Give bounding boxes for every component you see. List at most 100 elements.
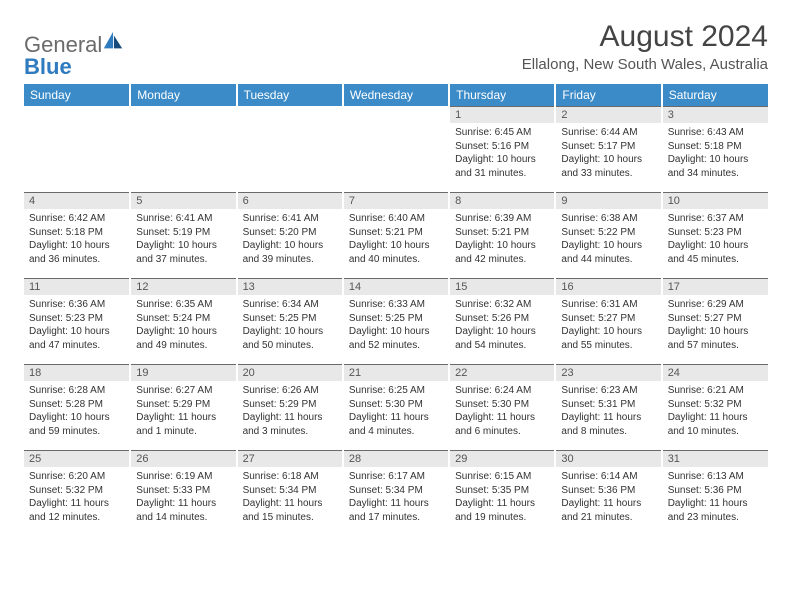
daylight-text: Daylight: 10 hours and 45 minutes. (668, 239, 763, 266)
sunset-text: Sunset: 5:36 PM (561, 484, 655, 498)
col-thursday: Thursday (449, 84, 555, 106)
calendar-cell: 14Sunrise: 6:33 AMSunset: 5:25 PMDayligh… (343, 278, 449, 364)
daylight-text: Daylight: 11 hours and 3 minutes. (243, 411, 337, 438)
day-info: Sunrise: 6:45 AMSunset: 5:16 PMDaylight:… (450, 123, 554, 183)
day-number: 24 (663, 364, 768, 381)
day-info: Sunrise: 6:37 AMSunset: 5:23 PMDaylight:… (663, 209, 768, 269)
sunset-text: Sunset: 5:26 PM (455, 312, 549, 326)
day-info: Sunrise: 6:26 AMSunset: 5:29 PMDaylight:… (238, 381, 342, 441)
day-info: Sunrise: 6:21 AMSunset: 5:32 PMDaylight:… (663, 381, 768, 441)
sunrise-text: Sunrise: 6:28 AM (29, 384, 124, 398)
daylight-text: Daylight: 10 hours and 57 minutes. (668, 325, 763, 352)
calendar-cell: 18Sunrise: 6:28 AMSunset: 5:28 PMDayligh… (24, 364, 130, 450)
day-info: Sunrise: 6:39 AMSunset: 5:21 PMDaylight:… (450, 209, 554, 269)
calendar-cell: 4Sunrise: 6:42 AMSunset: 5:18 PMDaylight… (24, 192, 130, 278)
daylight-text: Daylight: 11 hours and 17 minutes. (349, 497, 443, 524)
sunset-text: Sunset: 5:32 PM (668, 398, 763, 412)
calendar-week: 25Sunrise: 6:20 AMSunset: 5:32 PMDayligh… (24, 450, 768, 536)
calendar-table: Sunday Monday Tuesday Wednesday Thursday… (24, 84, 768, 536)
day-info: Sunrise: 6:28 AMSunset: 5:28 PMDaylight:… (24, 381, 129, 441)
calendar-cell (343, 106, 449, 192)
day-number: 14 (344, 278, 448, 295)
daylight-text: Daylight: 10 hours and 55 minutes. (561, 325, 655, 352)
calendar-cell: 19Sunrise: 6:27 AMSunset: 5:29 PMDayligh… (130, 364, 236, 450)
calendar-cell: 3Sunrise: 6:43 AMSunset: 5:18 PMDaylight… (662, 106, 768, 192)
sunrise-text: Sunrise: 6:42 AM (29, 212, 124, 226)
calendar-cell: 29Sunrise: 6:15 AMSunset: 5:35 PMDayligh… (449, 450, 555, 536)
sunrise-text: Sunrise: 6:18 AM (243, 470, 337, 484)
sunrise-text: Sunrise: 6:31 AM (561, 298, 655, 312)
day-number: 2 (556, 106, 660, 123)
col-saturday: Saturday (662, 84, 768, 106)
daylight-text: Daylight: 10 hours and 33 minutes. (561, 153, 655, 180)
day-info: Sunrise: 6:32 AMSunset: 5:26 PMDaylight:… (450, 295, 554, 355)
calendar-page: General Blue August 2024 Ellalong, New S… (0, 0, 792, 548)
sunrise-text: Sunrise: 6:40 AM (349, 212, 443, 226)
logo-word2: Blue (24, 54, 72, 79)
sunset-text: Sunset: 5:18 PM (668, 140, 763, 154)
sunrise-text: Sunrise: 6:39 AM (455, 212, 549, 226)
day-number: 20 (238, 364, 342, 381)
sunrise-text: Sunrise: 6:15 AM (455, 470, 549, 484)
day-number: 15 (450, 278, 554, 295)
day-number: 30 (556, 450, 660, 467)
day-number: 10 (663, 192, 768, 209)
calendar-cell: 22Sunrise: 6:24 AMSunset: 5:30 PMDayligh… (449, 364, 555, 450)
calendar-cell: 25Sunrise: 6:20 AMSunset: 5:32 PMDayligh… (24, 450, 130, 536)
daylight-text: Daylight: 10 hours and 54 minutes. (455, 325, 549, 352)
sunrise-text: Sunrise: 6:24 AM (455, 384, 549, 398)
day-number: 18 (24, 364, 129, 381)
sunset-text: Sunset: 5:25 PM (349, 312, 443, 326)
day-number: 6 (238, 192, 342, 209)
sunrise-text: Sunrise: 6:41 AM (136, 212, 230, 226)
calendar-cell: 1Sunrise: 6:45 AMSunset: 5:16 PMDaylight… (449, 106, 555, 192)
calendar-cell: 12Sunrise: 6:35 AMSunset: 5:24 PMDayligh… (130, 278, 236, 364)
day-number: 9 (556, 192, 660, 209)
day-info: Sunrise: 6:41 AMSunset: 5:20 PMDaylight:… (238, 209, 342, 269)
sunset-text: Sunset: 5:30 PM (455, 398, 549, 412)
col-friday: Friday (555, 84, 661, 106)
daylight-text: Daylight: 11 hours and 10 minutes. (668, 411, 763, 438)
daylight-text: Daylight: 11 hours and 19 minutes. (455, 497, 549, 524)
sunset-text: Sunset: 5:19 PM (136, 226, 230, 240)
daylight-text: Daylight: 11 hours and 12 minutes. (29, 497, 124, 524)
day-info: Sunrise: 6:38 AMSunset: 5:22 PMDaylight:… (556, 209, 660, 269)
col-wednesday: Wednesday (343, 84, 449, 106)
day-info: Sunrise: 6:19 AMSunset: 5:33 PMDaylight:… (131, 467, 235, 527)
calendar-cell: 15Sunrise: 6:32 AMSunset: 5:26 PMDayligh… (449, 278, 555, 364)
day-info: Sunrise: 6:18 AMSunset: 5:34 PMDaylight:… (238, 467, 342, 527)
day-number: 31 (663, 450, 768, 467)
col-tuesday: Tuesday (237, 84, 343, 106)
day-number: 23 (556, 364, 660, 381)
sunset-text: Sunset: 5:31 PM (561, 398, 655, 412)
calendar-cell: 10Sunrise: 6:37 AMSunset: 5:23 PMDayligh… (662, 192, 768, 278)
day-number: 19 (131, 364, 235, 381)
day-number: 12 (131, 278, 235, 295)
day-info: Sunrise: 6:13 AMSunset: 5:36 PMDaylight:… (663, 467, 768, 527)
day-info: Sunrise: 6:44 AMSunset: 5:17 PMDaylight:… (556, 123, 660, 183)
sunrise-text: Sunrise: 6:37 AM (668, 212, 763, 226)
day-info: Sunrise: 6:35 AMSunset: 5:24 PMDaylight:… (131, 295, 235, 355)
day-number: 8 (450, 192, 554, 209)
sunrise-text: Sunrise: 6:27 AM (136, 384, 230, 398)
logo-sail-icon (102, 30, 124, 52)
calendar-cell: 9Sunrise: 6:38 AMSunset: 5:22 PMDaylight… (555, 192, 661, 278)
daylight-text: Daylight: 10 hours and 49 minutes. (136, 325, 230, 352)
calendar-cell: 5Sunrise: 6:41 AMSunset: 5:19 PMDaylight… (130, 192, 236, 278)
calendar-cell: 6Sunrise: 6:41 AMSunset: 5:20 PMDaylight… (237, 192, 343, 278)
sunrise-text: Sunrise: 6:44 AM (561, 126, 655, 140)
daylight-text: Daylight: 11 hours and 14 minutes. (136, 497, 230, 524)
weekday-header-row: Sunday Monday Tuesday Wednesday Thursday… (24, 84, 768, 106)
sunset-text: Sunset: 5:30 PM (349, 398, 443, 412)
calendar-cell: 31Sunrise: 6:13 AMSunset: 5:36 PMDayligh… (662, 450, 768, 536)
page-title: August 2024 (522, 20, 768, 54)
day-number: 17 (663, 278, 768, 295)
sunset-text: Sunset: 5:34 PM (349, 484, 443, 498)
sunrise-text: Sunrise: 6:23 AM (561, 384, 655, 398)
header: General Blue August 2024 Ellalong, New S… (24, 20, 768, 78)
sunrise-text: Sunrise: 6:43 AM (668, 126, 763, 140)
day-info: Sunrise: 6:20 AMSunset: 5:32 PMDaylight:… (24, 467, 129, 527)
calendar-cell: 7Sunrise: 6:40 AMSunset: 5:21 PMDaylight… (343, 192, 449, 278)
day-number: 1 (450, 106, 554, 123)
calendar-week: 11Sunrise: 6:36 AMSunset: 5:23 PMDayligh… (24, 278, 768, 364)
